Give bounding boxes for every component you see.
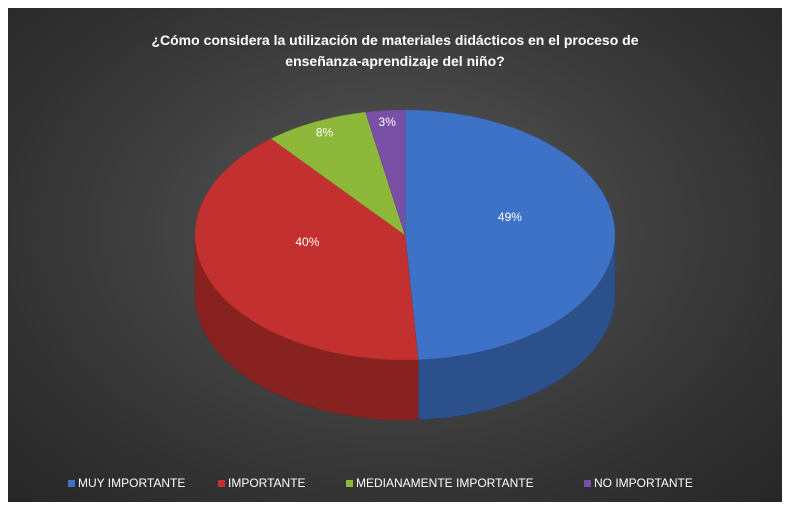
data-label: 8% (316, 125, 334, 139)
slice (404, 109, 616, 361)
data-label: 49% (498, 210, 522, 224)
legend-label: IMPORTANTE (228, 476, 306, 490)
data-label: 40% (295, 235, 319, 249)
legend-swatch (218, 480, 225, 487)
legend-swatch (584, 480, 591, 487)
legend-label: MEDIANAMENTE IMPORTANTE (356, 476, 534, 490)
chart-background: ¿Cómo considera la utilización de materi… (8, 8, 782, 502)
slice (365, 109, 406, 236)
legend-label: NO IMPORTANTE (594, 476, 693, 490)
slice (270, 111, 406, 236)
data-label: 3% (379, 115, 397, 129)
chart-title: ¿Cómo considera la utilización de materi… (151, 32, 639, 69)
chart: 49% 40% 8% 3% MUY IMPORTANTE IMPORTANTE MEDIAN… (68, 109, 693, 490)
legend-swatch (346, 480, 353, 487)
legend-swatch (68, 480, 75, 487)
slice (194, 138, 419, 361)
legend-label: MUY IMPORTANTE (78, 476, 185, 490)
